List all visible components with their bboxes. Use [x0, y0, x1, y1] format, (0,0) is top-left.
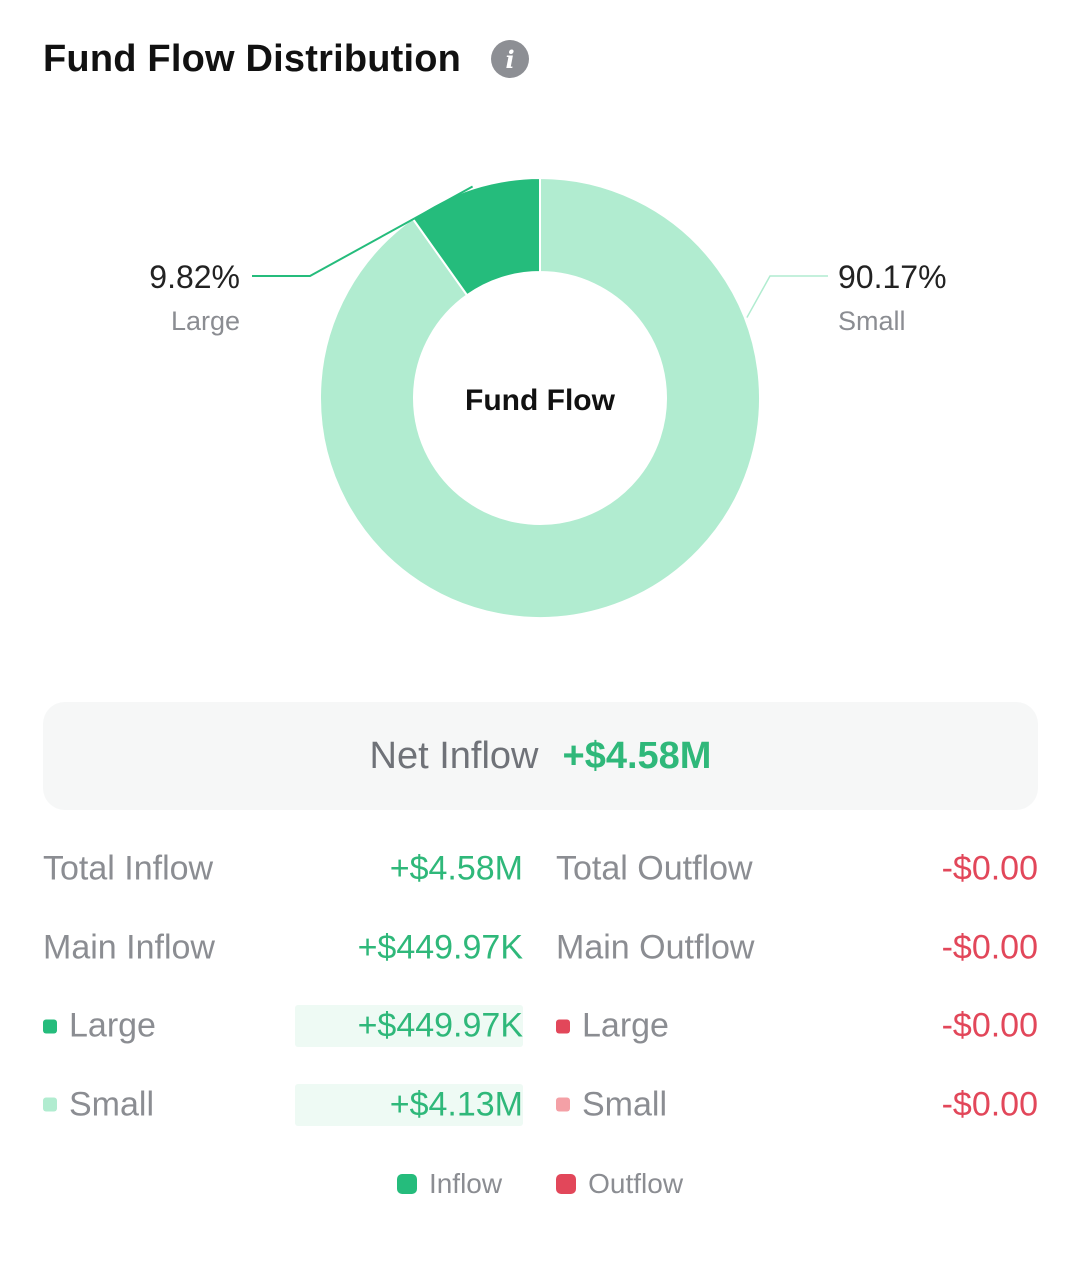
total-outflow-value: -$0.00	[941, 849, 1038, 888]
legend-item-inflow[interactable]: Inflow	[396, 1168, 503, 1200]
small-inflow-label: Small	[43, 1085, 154, 1124]
header: Fund Flow Distribution i	[43, 34, 530, 84]
large-outflow-label-text: Large	[582, 1006, 669, 1045]
inflow-swatch-icon	[396, 1174, 417, 1194]
net-inflow-summary: Net Inflow +$4.58M	[43, 702, 1038, 810]
legend-label-outflow: Outflow	[588, 1168, 684, 1199]
small-outflow-label: Small	[556, 1085, 667, 1124]
main-outflow-value: -$0.00	[941, 928, 1038, 967]
total-inflow-value: +$4.58M	[389, 849, 523, 888]
large-outflow-dot-icon	[556, 1019, 570, 1034]
small-inflow-highlight	[295, 1083, 523, 1126]
table-row-total: Total Inflow +$4.58M Total Outflow -$0.0…	[43, 830, 1038, 909]
slice-small[interactable]	[318, 176, 761, 619]
donut-center-label: Fund Flow	[465, 384, 616, 417]
table-row-small: Small +$4.13M Small -$0.00	[43, 1066, 1038, 1145]
large-inflow-dot-icon	[43, 1019, 57, 1034]
main-inflow-label: Main Inflow	[43, 928, 215, 967]
callout-percent-large: 9.82%	[149, 259, 240, 295]
small-inflow-label-text: Small	[69, 1085, 155, 1124]
slice-large[interactable]	[411, 176, 541, 297]
outflow-swatch-icon	[556, 1174, 577, 1194]
large-inflow-label-text: Large	[69, 1006, 156, 1045]
total-outflow-label: Total Outflow	[556, 849, 753, 888]
large-outflow-value: -$0.00	[941, 1006, 1038, 1045]
callout-line-small	[746, 275, 828, 318]
small-inflow-value: +$4.13M	[389, 1085, 523, 1124]
info-icon[interactable]: i	[491, 40, 530, 78]
callout-percent-small: 90.17%	[838, 259, 947, 295]
small-outflow-value: -$0.00	[941, 1085, 1038, 1124]
flow-breakdown-table: Total Inflow +$4.58M Total Outflow -$0.0…	[43, 830, 1038, 1144]
large-inflow-value: +$449.97K	[357, 1006, 523, 1045]
large-inflow-highlight	[295, 1005, 523, 1048]
legend-label-inflow: Inflow	[428, 1168, 503, 1199]
table-row-main: Main Inflow +$449.97K Main Outflow -$0.0…	[43, 909, 1038, 988]
donut-chart: 9.82% Large 90.17% Small Fund Flow	[149, 176, 947, 619]
callout-label-large: Large	[171, 306, 240, 336]
small-inflow-dot-icon	[43, 1097, 57, 1112]
legend-item-outflow[interactable]: Outflow	[556, 1168, 683, 1200]
page-title: Fund Flow Distribution	[43, 37, 462, 80]
main-outflow-label: Main Outflow	[556, 928, 755, 967]
callout-line-large	[252, 185, 474, 277]
table-row-large: Large +$449.97K Large -$0.00	[43, 987, 1038, 1066]
main-inflow-value: +$449.97K	[357, 928, 523, 967]
net-inflow-label: Net Inflow	[369, 734, 539, 777]
total-inflow-label: Total Inflow	[43, 849, 214, 888]
small-outflow-dot-icon	[556, 1097, 570, 1112]
large-inflow-label: Large	[43, 1007, 156, 1046]
legend: Inflow Outflow	[0, 1168, 1080, 1200]
net-inflow-value: +$4.58M	[562, 734, 712, 777]
small-outflow-label-text: Small	[582, 1085, 668, 1124]
large-outflow-label: Large	[556, 1007, 669, 1046]
callout-label-small: Small	[838, 306, 906, 336]
